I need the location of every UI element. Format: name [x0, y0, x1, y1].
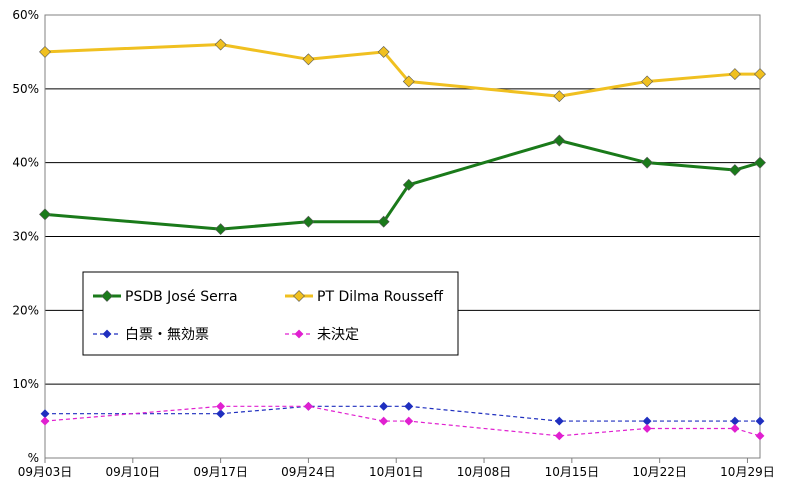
data-point: [302, 53, 315, 66]
data-point: [39, 45, 51, 58]
data-point: [377, 215, 390, 228]
legend-swatch-marker: [102, 329, 112, 339]
legend-label: 白票・無効票: [125, 327, 209, 343]
x-tick-label: 09月17日: [193, 465, 248, 479]
data-point: [728, 164, 741, 176]
data-point: [379, 401, 389, 411]
data-point: [754, 156, 766, 169]
data-point: [216, 409, 226, 419]
data-point: [40, 416, 50, 426]
y-tick-label: 40%: [12, 156, 39, 170]
y-tick-label: 50%: [12, 82, 39, 96]
legend: PSDB José Serra PT Dilma Rousseff 白票・無効票 未決…: [82, 271, 459, 356]
x-tick-label: 10月29日: [720, 465, 775, 479]
plot-area: [44, 14, 761, 459]
y-tick-label: 10%: [12, 377, 39, 391]
legend-swatch-marker: [101, 290, 113, 302]
data-point: [554, 416, 564, 426]
x-tick-label: 10月22日: [632, 465, 687, 479]
data-point: [214, 223, 227, 236]
data-point: [754, 68, 766, 80]
data-point: [302, 215, 315, 228]
data-point: [730, 416, 740, 426]
data-point: [755, 431, 765, 441]
data-point: [553, 90, 566, 103]
series-line: [44, 405, 761, 437]
data-point: [755, 416, 765, 426]
x-tick-label: 09月03日: [18, 465, 73, 479]
x-tick-label: 10月01日: [369, 465, 424, 479]
data-point: [216, 401, 226, 411]
data-point: [402, 178, 415, 191]
data-point: [641, 156, 654, 169]
y-tick-label: 20%: [12, 303, 39, 317]
data-point: [214, 38, 227, 51]
data-point: [40, 409, 50, 419]
y-axis: % 10% 20% 30% 40% 50% 60%: [12, 8, 39, 465]
y-tick-label: %: [28, 451, 39, 465]
data-point: [377, 45, 390, 58]
series-0: [39, 134, 766, 236]
data-point: [553, 134, 566, 147]
x-tick-label: 10月15日: [545, 465, 600, 479]
legend-item-3: 未決定: [285, 327, 359, 343]
series-3: [40, 401, 765, 441]
data-point: [404, 401, 414, 411]
series-1: [39, 38, 766, 103]
data-point: [404, 416, 414, 426]
series-line: [45, 405, 760, 422]
legend-label: 未決定: [317, 327, 359, 343]
legend-box: [82, 271, 459, 356]
legend-swatch-marker: [293, 290, 305, 302]
legend-label: PSDB José Serra: [125, 289, 238, 305]
y-tick-label: 60%: [12, 8, 39, 22]
legend-swatch-marker: [294, 329, 304, 339]
data-point: [379, 416, 389, 426]
data-point: [39, 208, 51, 221]
legend-item-2: 白票・無効票: [93, 327, 209, 343]
x-tick-label: 09月10日: [106, 465, 161, 479]
data-point: [641, 75, 654, 88]
legend-item-0: PSDB José Serra: [93, 289, 238, 305]
data-point: [730, 424, 740, 433]
data-point: [554, 431, 564, 441]
x-axis: 09月03日 09月10日 09月17日 09月24日 10月01日 10月08日 10月1…: [18, 458, 775, 479]
legend-item-1: PT Dilma Rousseff: [285, 289, 443, 305]
data-point: [728, 68, 741, 80]
series-group: [39, 38, 766, 441]
data-point: [303, 401, 313, 411]
x-tick-label: 10月08日: [457, 465, 512, 479]
data-point: [402, 75, 415, 88]
data-point: [642, 416, 652, 426]
legend-label: PT Dilma Rousseff: [317, 289, 443, 305]
series-line: [44, 139, 761, 231]
y-tick-label: 30%: [12, 230, 39, 244]
x-tick-label: 09月24日: [281, 465, 336, 479]
data-point: [642, 424, 652, 433]
